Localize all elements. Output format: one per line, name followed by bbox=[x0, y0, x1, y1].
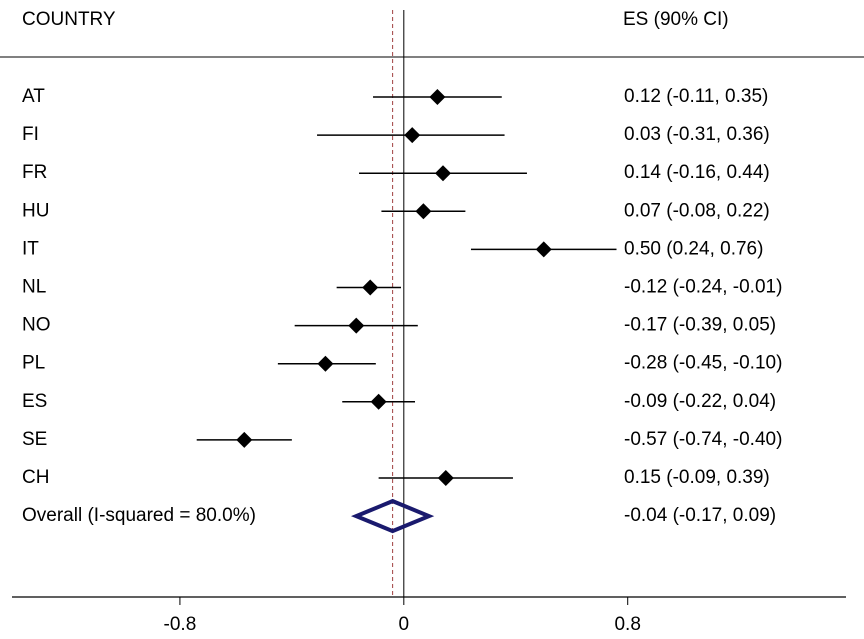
x-tick-label: 0.8 bbox=[614, 614, 640, 635]
country-label: AT bbox=[22, 86, 45, 107]
estimate-label: -0.28 (-0.45, -0.10) bbox=[624, 353, 782, 374]
point-estimate bbox=[429, 89, 446, 105]
estimate-label: 0.03 (-0.31, 0.36) bbox=[624, 124, 770, 145]
country-label: SE bbox=[22, 429, 47, 450]
point-estimate bbox=[370, 393, 387, 410]
point-estimate bbox=[317, 355, 334, 372]
x-tick-label: -0.8 bbox=[164, 614, 197, 635]
point-estimate bbox=[434, 165, 451, 182]
country-label: ES bbox=[22, 391, 47, 412]
header-label: COUNTRY bbox=[22, 9, 116, 30]
overall-diamond bbox=[350, 498, 435, 534]
overall-label: Overall (I-squared = 80.0%) bbox=[22, 505, 256, 526]
x-tick-label: 0 bbox=[399, 614, 410, 635]
estimate-label: 0.15 (-0.09, 0.39) bbox=[624, 467, 770, 488]
point-estimate bbox=[415, 203, 432, 220]
point-estimate bbox=[437, 470, 454, 486]
point-estimate bbox=[535, 241, 552, 258]
point-estimate bbox=[236, 431, 253, 448]
country-label: CH bbox=[22, 467, 49, 488]
country-label: PL bbox=[22, 353, 45, 374]
estimate-label: -0.57 (-0.74, -0.40) bbox=[624, 429, 782, 450]
country-label: FR bbox=[22, 162, 47, 183]
estimate-label: -0.09 (-0.22, 0.04) bbox=[624, 391, 776, 412]
country-label: NO bbox=[22, 315, 51, 336]
point-estimate bbox=[404, 127, 421, 144]
estimate-label: 0.07 (-0.08, 0.22) bbox=[624, 200, 770, 221]
country-label: FI bbox=[22, 124, 39, 145]
country-label: IT bbox=[22, 238, 39, 259]
header-stat: ES (90% CI) bbox=[623, 9, 729, 30]
point-estimate bbox=[348, 317, 365, 334]
overall-estimate-label: -0.04 (-0.17, 0.09) bbox=[624, 505, 776, 526]
estimate-label: 0.12 (-0.11, 0.35) bbox=[624, 86, 768, 107]
estimate-label: -0.17 (-0.39, 0.05) bbox=[624, 315, 776, 336]
country-label: NL bbox=[22, 277, 46, 298]
estimate-label: 0.50 (0.24, 0.76) bbox=[624, 238, 763, 259]
estimate-label: -0.12 (-0.24, -0.01) bbox=[624, 277, 782, 298]
point-estimate bbox=[362, 279, 379, 296]
estimate-label: 0.14 (-0.16, 0.44) bbox=[624, 162, 770, 183]
country-label: HU bbox=[22, 200, 49, 221]
